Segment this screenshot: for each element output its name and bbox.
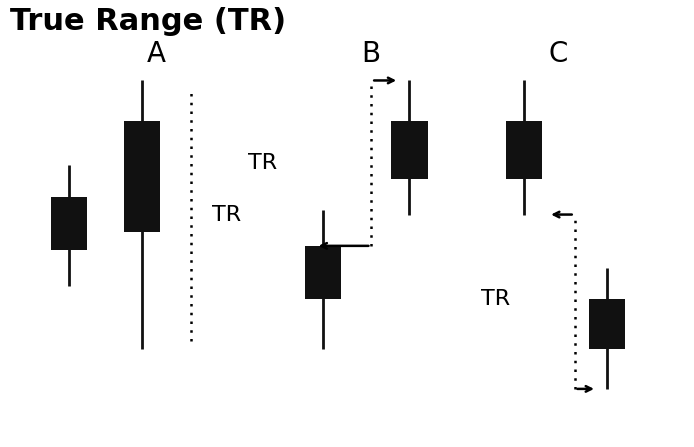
Bar [51,197,87,250]
Text: True Range (TR): True Range (TR) [10,7,287,36]
Text: TR: TR [248,153,278,173]
Bar [124,121,160,232]
Text: C: C [549,40,568,67]
Text: TR: TR [212,205,241,224]
Text: A: A [146,40,166,67]
Bar [589,299,625,349]
Text: TR: TR [481,290,510,309]
Bar [506,121,542,179]
Text: B: B [362,40,381,67]
Bar [305,246,341,299]
Bar [391,121,428,179]
